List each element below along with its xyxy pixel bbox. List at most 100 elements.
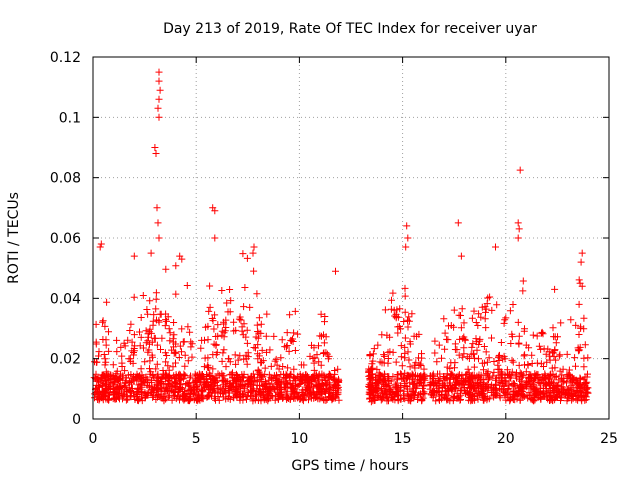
data-point xyxy=(330,383,338,391)
data-point xyxy=(468,343,476,351)
data-point xyxy=(513,369,520,377)
data-point xyxy=(232,391,240,399)
data-point xyxy=(394,329,402,337)
data-point xyxy=(497,370,505,378)
data-point xyxy=(245,389,253,396)
data-point xyxy=(574,346,582,354)
data-point xyxy=(500,319,508,327)
data-point xyxy=(206,303,214,311)
data-point xyxy=(441,329,449,337)
y-tick-label: 0.1 xyxy=(59,110,81,126)
data-point-peak xyxy=(155,113,163,121)
data-point xyxy=(334,365,342,373)
data-point xyxy=(275,376,283,384)
data-point xyxy=(479,383,487,391)
data-point xyxy=(171,375,178,383)
data-point xyxy=(162,265,170,273)
data-point xyxy=(278,336,286,344)
data-point xyxy=(140,344,147,352)
data-point xyxy=(299,390,307,398)
data-point xyxy=(421,376,429,384)
data-point xyxy=(122,374,130,382)
y-axis-label: ROTI / TECUs xyxy=(6,192,22,284)
data-point xyxy=(505,381,513,389)
data-point xyxy=(531,396,539,404)
data-point xyxy=(480,396,488,404)
data-point xyxy=(517,370,525,378)
data-point xyxy=(399,374,407,382)
data-point xyxy=(290,365,298,373)
data-point xyxy=(481,315,489,323)
data-point xyxy=(139,292,147,299)
data-point xyxy=(176,371,184,379)
data-point xyxy=(286,311,294,319)
data-point xyxy=(294,330,302,338)
data-point xyxy=(516,381,524,389)
data-point xyxy=(252,344,259,352)
data-point xyxy=(525,373,532,381)
data-point xyxy=(563,371,571,379)
data-point xyxy=(137,380,145,388)
data-point xyxy=(315,342,322,350)
data-point xyxy=(445,322,452,330)
data-point xyxy=(172,262,180,270)
data-point xyxy=(180,338,188,346)
data-point xyxy=(170,349,178,357)
data-point xyxy=(400,318,408,325)
data-point xyxy=(435,396,443,404)
data-point xyxy=(198,336,206,344)
data-point xyxy=(451,374,459,382)
data-point xyxy=(114,383,121,391)
data-point xyxy=(178,325,186,333)
data-point-peak xyxy=(515,225,523,233)
data-point xyxy=(289,338,297,345)
data-point xyxy=(509,358,517,366)
data-point xyxy=(137,365,145,373)
data-point xyxy=(454,394,462,402)
data-point xyxy=(374,341,382,349)
data-point xyxy=(191,378,199,386)
data-point xyxy=(209,365,217,373)
data-point xyxy=(92,320,100,328)
data-point xyxy=(92,370,100,378)
data-point xyxy=(134,391,142,398)
data-point xyxy=(222,316,230,324)
data-point xyxy=(230,318,238,326)
data-point xyxy=(210,325,218,333)
data-point xyxy=(227,382,234,390)
data-point xyxy=(471,354,478,362)
data-point xyxy=(385,390,393,398)
data-point xyxy=(401,354,409,362)
data-point xyxy=(250,267,258,275)
data-point xyxy=(310,344,318,352)
data-point xyxy=(101,322,109,330)
data-point xyxy=(407,397,415,405)
data-point xyxy=(136,328,143,336)
data-point xyxy=(161,322,169,330)
data-point xyxy=(461,387,469,395)
data-point xyxy=(130,351,138,359)
data-point xyxy=(224,308,232,316)
data-point xyxy=(515,339,523,347)
data-point xyxy=(553,389,561,397)
data-point xyxy=(141,358,149,366)
data-point xyxy=(201,354,209,362)
data-point xyxy=(118,352,126,360)
data-point xyxy=(492,392,500,399)
data-point xyxy=(388,296,395,304)
data-point xyxy=(153,360,161,368)
data-point xyxy=(488,306,496,314)
data-point xyxy=(233,372,241,380)
data-point xyxy=(255,329,263,337)
data-point xyxy=(316,332,324,340)
data-point xyxy=(297,361,305,369)
data-point xyxy=(473,338,481,346)
data-point xyxy=(99,318,106,326)
data-point xyxy=(169,363,177,371)
data-point xyxy=(376,358,384,366)
data-point xyxy=(90,374,98,382)
data-point xyxy=(574,381,582,389)
data-point xyxy=(389,289,397,297)
data-point xyxy=(480,359,488,367)
data-point xyxy=(254,350,262,358)
